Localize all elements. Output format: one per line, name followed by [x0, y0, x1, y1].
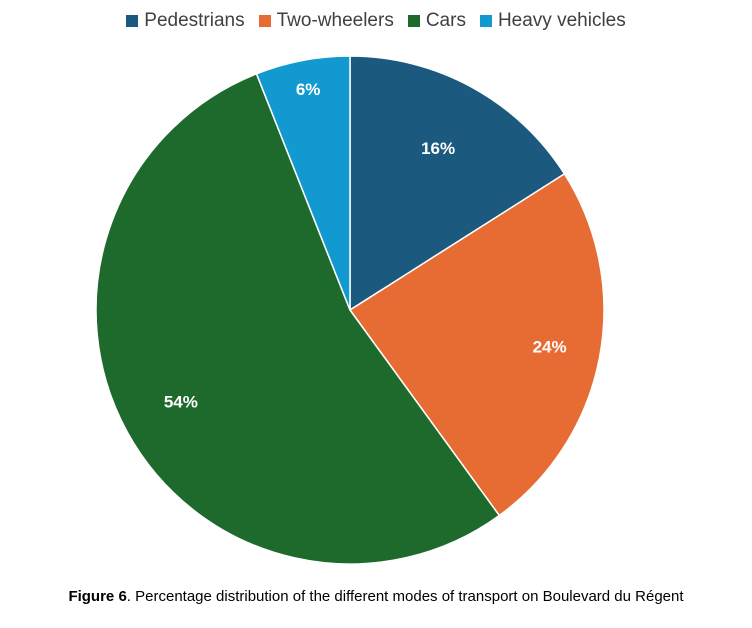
- data-label: 24%: [533, 338, 567, 357]
- legend-item: Two-wheelers: [258, 10, 394, 32]
- pie-slice-pedestrians: [349, 55, 566, 312]
- legend-label: Cars: [425, 10, 466, 31]
- figure-caption: Figure 6. Percentage distribution of the…: [0, 588, 752, 605]
- legend-label: Two-wheelers: [276, 10, 394, 31]
- data-label: 54%: [164, 392, 198, 411]
- pie-chart: 16% 24% 54% 6%: [95, 55, 605, 565]
- pie-slice-cars: [95, 72, 501, 565]
- data-label: 6%: [296, 80, 321, 99]
- data-label: 16%: [421, 139, 455, 158]
- legend-label: Pedestrians: [144, 10, 245, 31]
- legend-item: Cars: [407, 10, 466, 32]
- caption-text: . Percentage distribution of the differe…: [126, 588, 684, 605]
- legend-swatch: [407, 15, 420, 27]
- legend-item: Heavy vehicles: [479, 10, 626, 32]
- legend-swatch: [258, 15, 271, 27]
- legend-swatch: [479, 15, 492, 27]
- pie-slice-heavy-vehicles: [255, 55, 351, 311]
- legend-item: Pedestrians: [126, 10, 245, 32]
- pie-slice-two-wheelers: [348, 172, 605, 517]
- legend-swatch: [126, 15, 139, 27]
- chart-legend: Pedestrians Two-wheelers Cars Heavy vehicle…: [0, 10, 752, 32]
- caption-label: Figure 6: [68, 588, 127, 605]
- legend-label: Heavy vehicles: [497, 10, 626, 31]
